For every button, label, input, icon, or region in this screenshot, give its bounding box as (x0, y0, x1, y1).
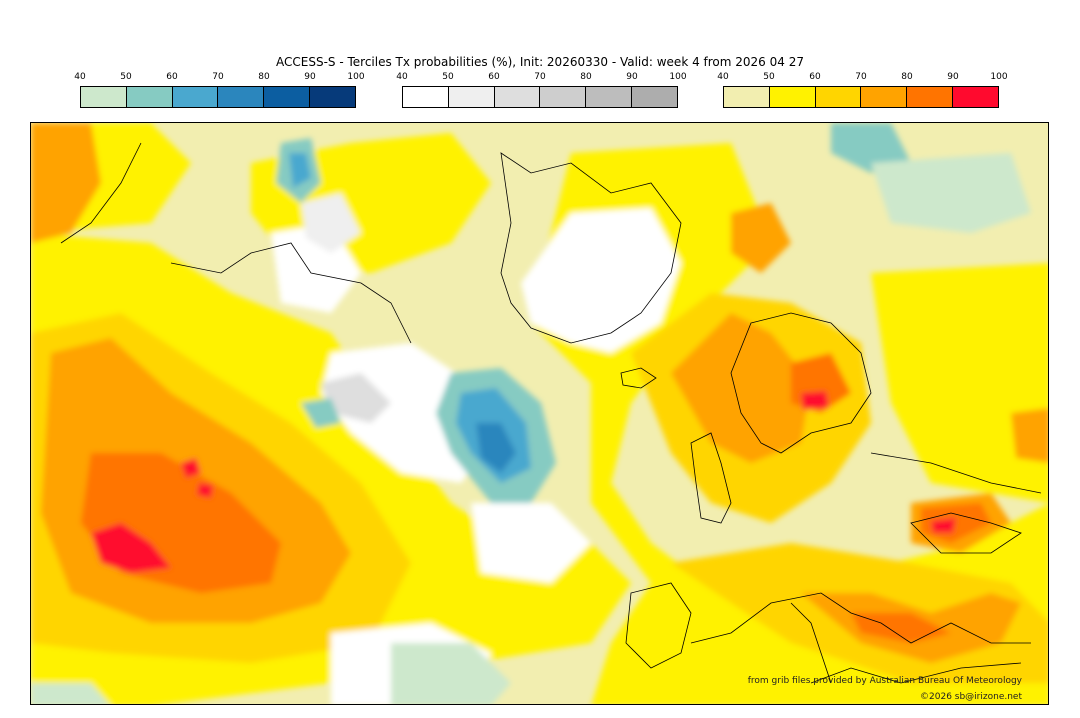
map-shading (31, 123, 1048, 704)
legend-above-normal: 40 50 60 70 80 90 100 (717, 72, 1008, 108)
legend-bin (861, 87, 908, 107)
legend-bin (724, 87, 770, 107)
legend-tick: 90 (947, 72, 959, 82)
legend-tick: 90 (304, 72, 316, 82)
legend-tick: 40 (74, 72, 86, 82)
copyright-credit: ©2026 sb@irizone.net (920, 692, 1022, 702)
legend-tick: 70 (534, 72, 546, 82)
legend-bin (448, 87, 495, 107)
legend-tick: 40 (717, 72, 729, 82)
legend-bin (815, 87, 862, 107)
legend-tick: 80 (258, 72, 270, 82)
legend-bin (494, 87, 541, 107)
legend-tick: 40 (396, 72, 408, 82)
legend-tick: 80 (580, 72, 592, 82)
legend-colorbar (402, 86, 678, 108)
legend-tick: 100 (347, 72, 365, 82)
probability-map[interactable]: from grib files provided by Australian B… (30, 122, 1049, 705)
legend-tick: 70 (855, 72, 867, 82)
legend-bin (540, 87, 587, 107)
legend-ticks: 40 50 60 70 80 90 100 (74, 72, 364, 86)
legend-tick: 80 (901, 72, 913, 82)
legend-bin (126, 87, 173, 107)
legend-tick: 60 (809, 72, 821, 82)
legend-bin (264, 87, 311, 107)
legend-colorbar (723, 86, 999, 108)
legend-tick: 60 (488, 72, 500, 82)
legend-bin (907, 87, 954, 107)
legend-bin (172, 87, 219, 107)
legend-colorbar (80, 86, 356, 108)
legend-bin (586, 87, 633, 107)
legend-bin (403, 87, 449, 107)
legend-below-normal: 40 50 60 70 80 90 100 (74, 72, 365, 108)
legend-bin (632, 87, 677, 107)
coastlines (60, 142, 1042, 684)
legend-tick: 100 (669, 72, 687, 82)
legend-tick: 100 (990, 72, 1008, 82)
legend-near-normal: 40 50 60 70 80 90 100 (396, 72, 687, 108)
legend-tick: 70 (212, 72, 224, 82)
legend-bin (310, 87, 355, 107)
legend-bin (769, 87, 816, 107)
legend-ticks: 40 50 60 70 80 90 100 (396, 72, 686, 86)
source-credit: from grib files provided by Australian B… (747, 676, 1022, 686)
legend-bin (953, 87, 998, 107)
legend-tick: 50 (763, 72, 775, 82)
legend-tick: 50 (442, 72, 454, 82)
legend-tick: 50 (120, 72, 132, 82)
legend-bin (218, 87, 265, 107)
legend-tick: 60 (166, 72, 178, 82)
legend-bin (81, 87, 127, 107)
legend-ticks: 40 50 60 70 80 90 100 (717, 72, 1007, 86)
map-title: ACCESS-S - Terciles Tx probabilities (%)… (276, 55, 804, 69)
legend-tick: 90 (626, 72, 638, 82)
